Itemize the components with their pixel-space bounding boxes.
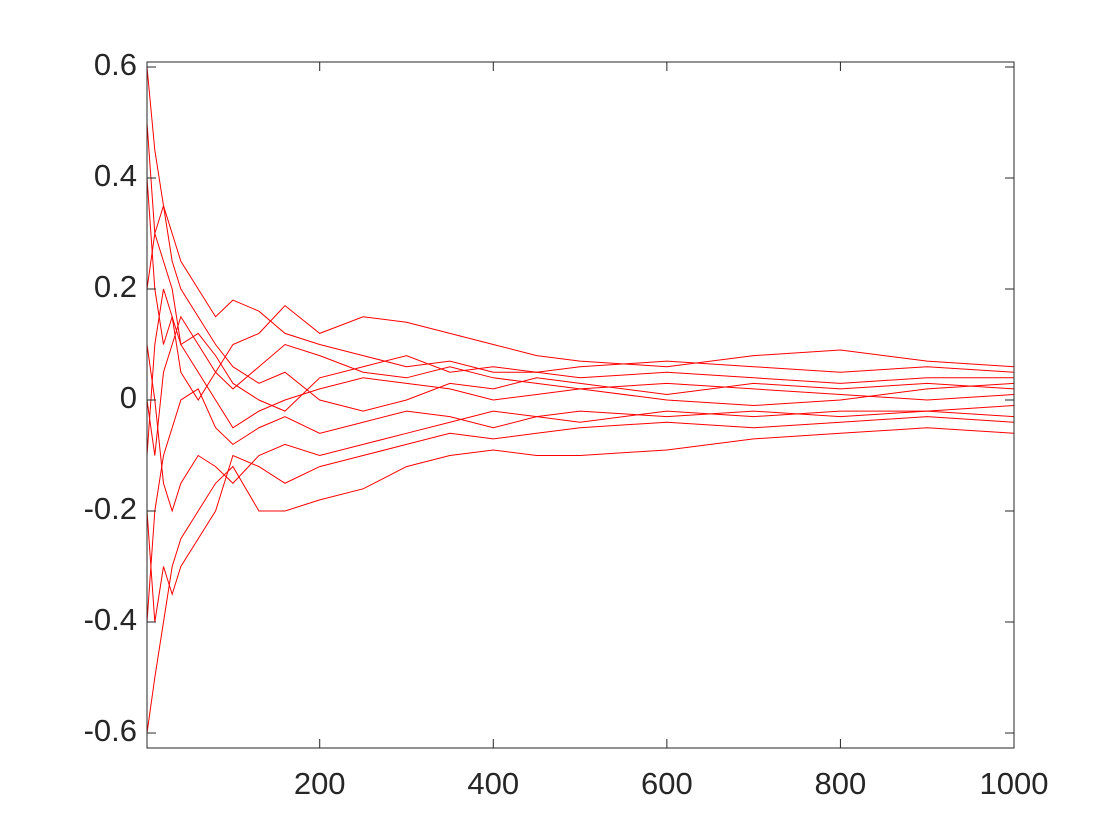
series-line xyxy=(146,177,1015,401)
series-line xyxy=(146,427,1015,734)
x-tick-label: 1000 xyxy=(980,766,1049,801)
series-line xyxy=(146,66,1015,373)
y-tick-label: 0.4 xyxy=(94,158,137,193)
x-tick-label: 200 xyxy=(294,766,346,801)
series-line xyxy=(146,416,1015,623)
y-tick-label: -0.2 xyxy=(84,491,137,526)
plot-frame xyxy=(146,61,1015,749)
series-line xyxy=(146,388,1015,623)
y-tick-label: -0.4 xyxy=(84,602,137,637)
series-line xyxy=(146,122,1015,412)
x-tick-label: 800 xyxy=(815,766,867,801)
x-tick-label: 400 xyxy=(467,766,519,801)
y-tick-label: 0.6 xyxy=(94,47,137,82)
y-tick-label: 0 xyxy=(120,380,137,415)
series-line xyxy=(146,233,1015,429)
y-tick-label: -0.6 xyxy=(84,713,137,748)
y-tick-label: 0.2 xyxy=(94,269,137,304)
series-line xyxy=(146,288,1014,456)
series-line xyxy=(146,344,1015,513)
x-tick-label: 600 xyxy=(641,766,693,801)
